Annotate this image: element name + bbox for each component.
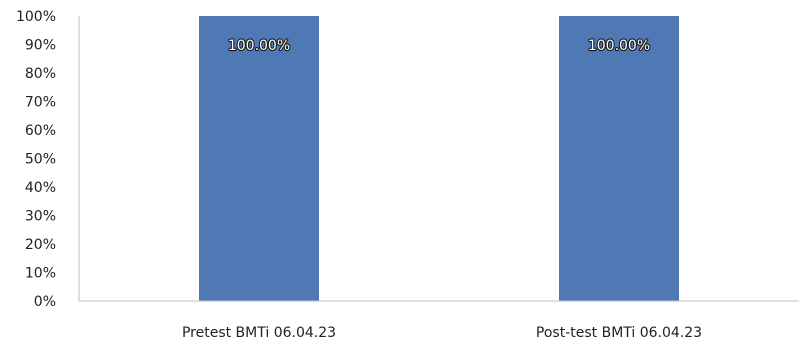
bar-data-label: 100.00% — [228, 38, 290, 54]
y-tick-label: 70% — [25, 95, 56, 111]
y-tick-label: 30% — [25, 209, 56, 225]
bar — [199, 16, 319, 301]
y-tick-label: 20% — [25, 237, 56, 253]
y-tick-label: 40% — [25, 180, 56, 196]
x-category-label: Post-test BMTi 06.04.23 — [536, 325, 702, 341]
y-tick-label: 10% — [25, 266, 56, 282]
x-category-label: Pretest BMTi 06.04.23 — [182, 325, 336, 341]
y-tick-label: 60% — [25, 123, 56, 139]
bar — [559, 16, 679, 301]
x-axis: Pretest BMTi 06.04.23 Post-test BMTi 06.0… — [79, 300, 799, 341]
bar-series: 100.00% 100.00% — [199, 16, 679, 301]
y-tick-label: 0% — [34, 294, 56, 310]
y-axis: 0% 10% 20% 30% 40% 50% 60% 70% 80% 90% 100% — [16, 9, 80, 310]
y-tick-label: 50% — [25, 152, 56, 168]
y-tick-label: 90% — [25, 38, 56, 54]
bar-data-label: 100.00% — [588, 38, 650, 54]
y-tick-label: 80% — [25, 66, 56, 82]
y-tick-label: 100% — [16, 9, 56, 25]
